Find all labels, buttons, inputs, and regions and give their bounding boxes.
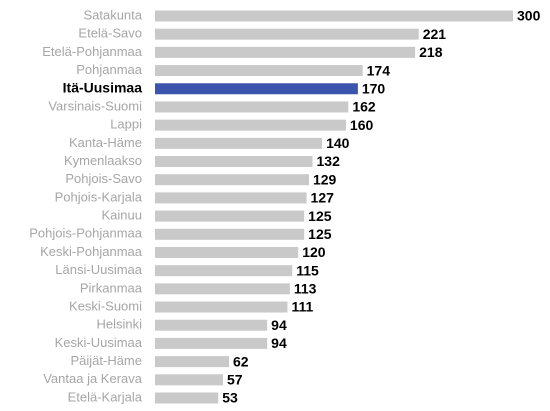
category-label: Kymenlaakso: [64, 153, 142, 168]
value-label: 113: [294, 281, 317, 297]
value-label: 300: [517, 8, 541, 24]
value-label: 111: [291, 299, 313, 315]
category-label: Pohjois-Pohjanmaa: [29, 226, 143, 241]
category-label: Keski-Suomi: [69, 298, 142, 313]
value-label: 62: [233, 353, 249, 369]
bar: [155, 46, 416, 58]
category-label: Etelä-Savo: [78, 26, 142, 41]
value-label: 94: [271, 317, 287, 333]
value-label: 125: [308, 208, 332, 224]
value-label: 115: [296, 262, 319, 278]
bar: [155, 137, 323, 149]
bar: [155, 174, 309, 186]
value-label: 162: [352, 99, 376, 115]
bar: [155, 192, 307, 204]
bar: [155, 101, 349, 113]
value-label: 120: [302, 244, 326, 260]
bar: [155, 210, 305, 222]
value-label: 160: [350, 117, 374, 133]
category-label: Keski-Pohjanmaa: [40, 244, 143, 259]
bar: [155, 246, 299, 258]
bar: [155, 65, 363, 77]
bar: [155, 83, 358, 95]
bar: [155, 228, 305, 240]
category-label: Lappi: [110, 117, 142, 132]
category-label: Satakunta: [83, 7, 142, 22]
value-label: 125: [308, 226, 332, 242]
bar: [155, 283, 290, 295]
bar: [155, 28, 419, 40]
bar: [155, 119, 346, 131]
value-label: 170: [362, 80, 386, 96]
bar: [155, 156, 313, 168]
category-label: Varsinais-Suomi: [48, 98, 142, 113]
value-label: 53: [222, 390, 238, 406]
category-label: Kainuu: [102, 208, 142, 223]
category-label: Keski-Uusimaa: [55, 335, 143, 350]
category-label: Pirkanmaa: [80, 280, 143, 295]
bar: [155, 319, 268, 331]
value-label: 132: [317, 153, 341, 169]
value-label: 221: [423, 26, 447, 42]
category-label: Etelä-Pohjanmaa: [42, 44, 142, 59]
value-label: 57: [227, 372, 243, 388]
value-label: 174: [367, 62, 391, 78]
category-label: Kanta-Häme: [69, 135, 142, 150]
category-label: Pohjanmaa: [76, 62, 143, 77]
category-label: Pohjois-Savo: [65, 171, 142, 186]
category-label: Pohjois-Karjala: [55, 189, 143, 204]
category-label: Itä-Uusimaa: [63, 79, 143, 95]
bar: [155, 374, 224, 386]
value-label: 140: [326, 135, 350, 151]
bar: [155, 337, 268, 349]
category-label: Länsi-Uusimaa: [55, 262, 142, 277]
bar: [155, 301, 288, 313]
value-label: 94: [271, 335, 287, 351]
category-label: Helsinki: [96, 317, 142, 332]
value-label: 127: [311, 190, 335, 206]
value-label: 129: [313, 171, 337, 187]
bar: [155, 265, 293, 277]
bar: [155, 10, 513, 22]
category-label: Päijät-Häme: [70, 353, 142, 368]
bar: [155, 356, 229, 368]
value-label: 218: [419, 44, 443, 60]
bar: [155, 392, 219, 404]
category-label: Etelä-Karjala: [68, 389, 143, 404]
category-label: Vantaa ja Kerava: [43, 371, 143, 386]
